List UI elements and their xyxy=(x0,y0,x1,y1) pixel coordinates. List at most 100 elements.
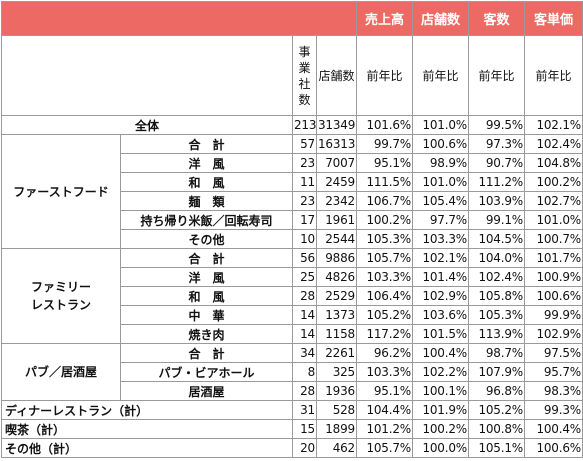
cell-companies: 10 xyxy=(292,229,317,249)
cell-companies: 56 xyxy=(292,248,317,268)
cell-store-count: 101.0% xyxy=(412,115,469,135)
cell-companies: 28 xyxy=(292,286,317,306)
cell-companies: 20 xyxy=(292,438,317,458)
cell-customers: 105.8% xyxy=(468,286,525,306)
cell-store-count: 101.5% xyxy=(412,324,469,344)
cell-store-count: 101.4% xyxy=(412,267,469,287)
cell-sales: 104.4% xyxy=(356,400,413,420)
cell-unit-price: 101.7% xyxy=(524,248,583,268)
cell-stores: 2459 xyxy=(316,172,357,192)
cell-store-count: 101.0% xyxy=(412,172,469,192)
header-yoy-sales: 前年比 xyxy=(356,35,413,116)
cell-store-count: 105.4% xyxy=(412,191,469,211)
cell-companies: 23 xyxy=(292,191,317,211)
cell-stores: 4826 xyxy=(316,267,357,287)
cell-companies: 14 xyxy=(292,324,317,344)
group-fast-food: ファーストフード xyxy=(1,134,121,249)
row-label: 合 計 xyxy=(120,343,293,363)
header-companies-char-3: 社 xyxy=(298,76,311,91)
header-unit-price: 客単価 xyxy=(524,1,583,36)
table-row: パブ／居酒屋 合 計 34 2261 96.2% 100.4% 98.7% 97… xyxy=(1,343,583,401)
row-label: 中 華 xyxy=(120,305,293,325)
cell-unit-price: 99.3% xyxy=(524,400,583,420)
cell-store-count: 100.0% xyxy=(412,438,469,458)
cell-sales: 99.7% xyxy=(356,134,413,154)
cell-sales: 117.2% xyxy=(356,324,413,344)
row-label: 喫茶（計） xyxy=(1,419,293,439)
cell-unit-price: 95.7% xyxy=(524,362,583,382)
cell-unit-price: 102.4% xyxy=(524,134,583,154)
cell-companies: 23 xyxy=(292,153,317,173)
row-label: 和 風 xyxy=(120,172,293,192)
cell-unit-price: 100.7% xyxy=(524,229,583,249)
cell-unit-price: 102.1% xyxy=(524,115,583,135)
header-companies-char-2: 業 xyxy=(298,60,311,75)
cell-unit-price: 97.5% xyxy=(524,343,583,363)
cell-stores: 462 xyxy=(316,438,357,458)
table-row: 中 華 14 1373 105.2% 103.6% 105.3% 99.9% xyxy=(2,305,583,325)
cell-customers: 99.5% xyxy=(468,115,525,135)
cell-companies: 25 xyxy=(292,267,317,287)
cell-stores: 2544 xyxy=(316,229,357,249)
row-label: その他（計） xyxy=(1,438,293,458)
cell-companies: 213 xyxy=(292,115,317,135)
row-label: 和 風 xyxy=(120,286,293,306)
cell-stores: 325 xyxy=(316,362,357,382)
cell-store-count: 100.1% xyxy=(412,381,469,401)
cell-unit-price: 101.0% xyxy=(524,210,583,230)
cell-stores: 2342 xyxy=(316,191,357,211)
cell-sales: 103.3% xyxy=(356,267,413,287)
table-row: 洋 風 23 7007 95.1% 98.9% 90.7% 104.8% xyxy=(2,153,583,173)
row-label: 洋 風 xyxy=(120,267,293,287)
cell-store-count: 102.2% xyxy=(412,362,469,382)
cell-stores: 1158 xyxy=(316,324,357,344)
row-label: 全体 xyxy=(1,115,293,135)
cell-store-count: 101.9% xyxy=(412,400,469,420)
cell-store-count: 103.3% xyxy=(412,229,469,249)
cell-sales: 100.2% xyxy=(356,210,413,230)
cell-companies: 14 xyxy=(292,305,317,325)
cell-customers: 97.3% xyxy=(468,134,525,154)
table-row: 和 風 28 2529 106.4% 102.9% 105.8% 100.6% xyxy=(2,286,583,306)
table-row: その他（計） 20 462 105.7% 100.0% 105.1% 100.6… xyxy=(1,438,583,458)
table-row: ファーストフード 合 計 57 16313 99.7% 100.6% 97.3%… xyxy=(1,134,583,249)
header-companies: 事 業 社 数 xyxy=(292,35,317,116)
row-label: 居酒屋 xyxy=(120,381,293,401)
cell-unit-price: 100.6% xyxy=(524,286,583,306)
cell-companies: 8 xyxy=(292,362,317,382)
row-label: その他 xyxy=(120,229,293,249)
cell-store-count: 102.1% xyxy=(412,248,469,268)
row-label: 合 計 xyxy=(120,248,293,268)
cell-sales: 105.2% xyxy=(356,305,413,325)
cell-unit-price: 102.9% xyxy=(524,324,583,344)
cell-stores: 16313 xyxy=(316,134,357,154)
table-row: パブ・ビアホール 8 325 103.3% 102.2% 107.9% 95.7… xyxy=(2,362,583,382)
cell-companies: 15 xyxy=(292,419,317,439)
table-row: ファミリー レストラン 合 計 56 9886 105.7% 102.1% 10… xyxy=(1,248,583,344)
header-metrics-row: 売上高 店舗数 客数 客単価 xyxy=(1,1,583,36)
cell-sales: 105.3% xyxy=(356,229,413,249)
cell-customers: 103.9% xyxy=(468,191,525,211)
table-row: 洋 風 25 4826 103.3% 101.4% 102.4% 100.9% xyxy=(2,267,583,287)
cell-companies: 34 xyxy=(292,343,317,363)
header-companies-char-4: 数 xyxy=(298,92,311,107)
cell-customers: 90.7% xyxy=(468,153,525,173)
row-label: 洋 風 xyxy=(120,153,293,173)
cell-companies: 31 xyxy=(292,400,317,420)
cell-unit-price: 99.9% xyxy=(524,305,583,325)
cell-unit-price: 100.2% xyxy=(524,172,583,192)
row-label: 焼き肉 xyxy=(120,324,293,344)
cell-companies: 17 xyxy=(292,210,317,230)
header-sub-row: 事 業 社 数 店舗数 前年比 前年比 前年比 前年比 xyxy=(1,35,583,116)
cell-customers: 104.5% xyxy=(468,229,525,249)
group-family-restaurant: ファミリー レストラン xyxy=(1,248,121,344)
cell-store-count: 100.4% xyxy=(412,343,469,363)
cell-customers: 105.1% xyxy=(468,438,525,458)
row-label: 合 計 xyxy=(120,134,293,154)
group-family-line-2: レストラン xyxy=(30,298,91,312)
header-sales: 売上高 xyxy=(356,1,413,36)
group-pub-izakaya: パブ／居酒屋 xyxy=(1,343,121,401)
cell-sales: 103.3% xyxy=(356,362,413,382)
cell-sales: 95.1% xyxy=(356,381,413,401)
